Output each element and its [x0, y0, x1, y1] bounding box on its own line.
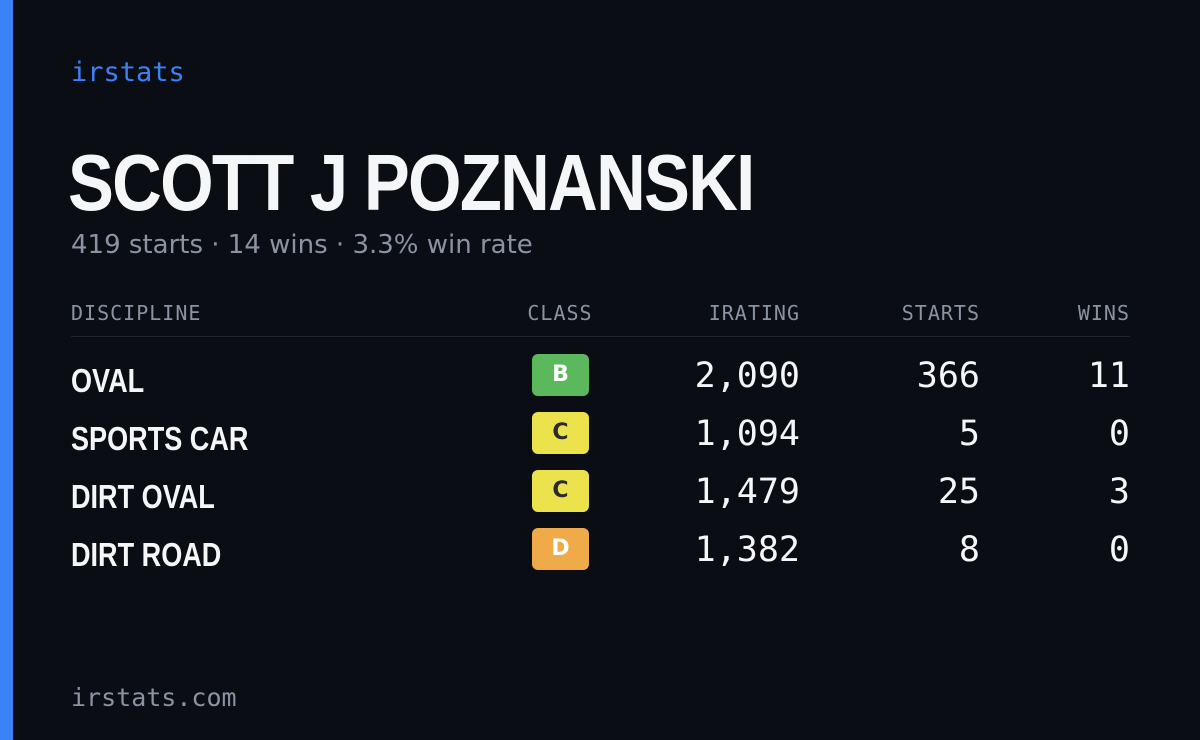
discipline-cell: SPORTS CAR: [71, 420, 249, 457]
starts-cell: 25: [937, 472, 980, 512]
header-class: CLASS: [527, 301, 593, 325]
table-row: DIRT ROAD D 1,382 8 0: [0, 528, 1200, 586]
table-row: DIRT OVAL C 1,479 25 3: [0, 470, 1200, 528]
discipline-cell: DIRT OVAL: [71, 478, 215, 515]
header-discipline: DISCIPLINE: [71, 301, 202, 325]
header-irating: IRATING: [708, 301, 800, 325]
starts-cell: 5: [958, 414, 980, 454]
irating-cell: 1,382: [694, 530, 800, 570]
class-badge: D: [532, 528, 589, 570]
class-badge: C: [532, 470, 589, 512]
starts-cell: 8: [958, 530, 980, 570]
accent-bar: [0, 0, 13, 740]
table-row: SPORTS CAR C 1,094 5 0: [0, 412, 1200, 470]
starts-cell: 366: [916, 356, 980, 396]
irating-cell: 2,090: [694, 356, 800, 396]
header-divider: [71, 336, 1130, 337]
wins-cell: 0: [1108, 530, 1130, 570]
driver-summary: 419 starts · 14 wins · 3.3% win rate: [71, 230, 533, 260]
header-starts: STARTS: [901, 301, 980, 325]
table-row: OVAL B 2,090 366 11: [0, 354, 1200, 412]
driver-name: SCOTT J POZNANSKI: [68, 138, 755, 227]
irating-cell: 1,094: [694, 414, 800, 454]
wins-cell: 11: [1087, 356, 1130, 396]
header-wins: WINS: [1077, 301, 1130, 325]
class-badge: B: [532, 354, 589, 396]
discipline-cell: OVAL: [71, 362, 145, 399]
irating-cell: 1,479: [694, 472, 800, 512]
class-badge: C: [532, 412, 589, 454]
wins-cell: 3: [1108, 472, 1130, 512]
brand-logo[interactable]: irstats: [71, 57, 185, 88]
discipline-cell: DIRT ROAD: [71, 536, 222, 573]
wins-cell: 0: [1108, 414, 1130, 454]
footer-url[interactable]: irstats.com: [71, 683, 237, 712]
